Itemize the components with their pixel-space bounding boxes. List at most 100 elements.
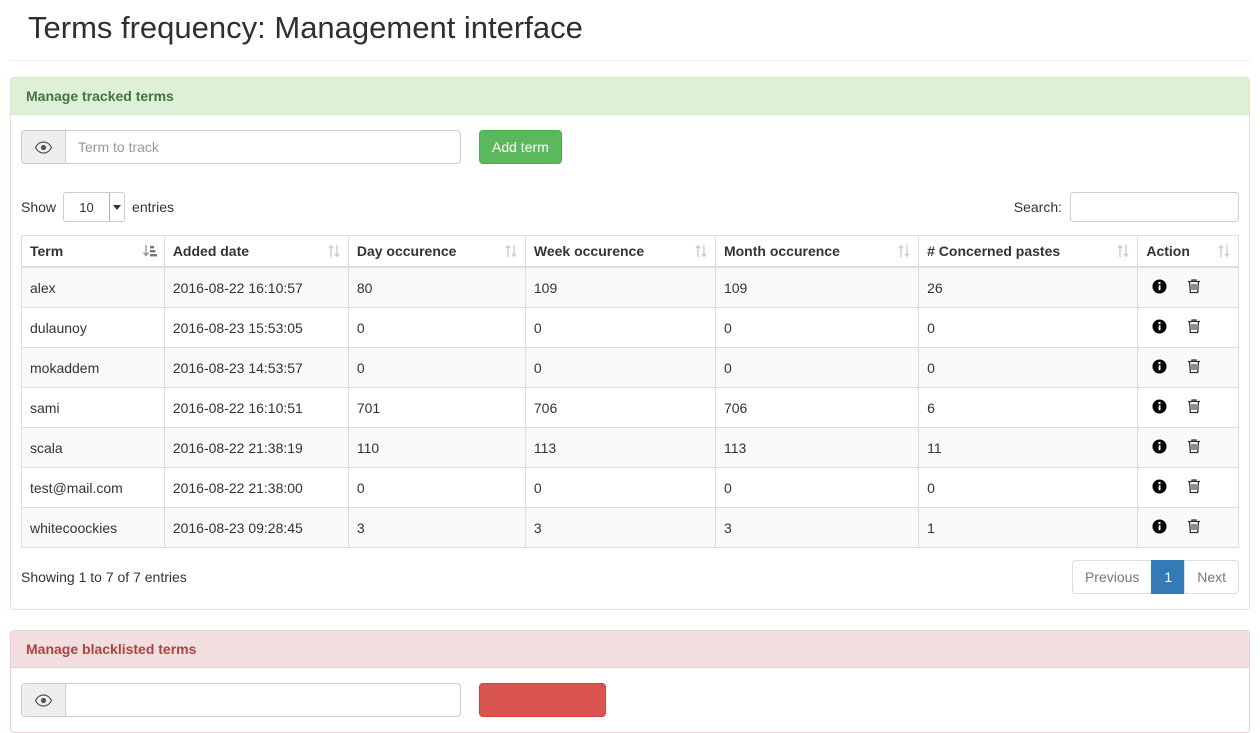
day-occurence-cell: 80 [347,266,526,308]
added-date-cell: 2016-08-22 21:38:00 [163,467,349,508]
action-cell [1137,427,1239,468]
entries-select[interactable]: 10 [63,192,126,222]
datatable-footer: Showing 1 to 7 of 7 entries Previous 1 N… [21,560,1239,594]
action-cell [1137,266,1239,308]
month-occurence-cell: 0 [714,467,920,508]
term-cell: alex [21,266,165,308]
month-occurence-cell: 0 [714,307,920,348]
search-label: Search: [1013,199,1062,215]
column-header-action[interactable]: Action [1137,235,1239,268]
added-date-cell: 2016-08-23 14:53:57 [163,347,349,388]
concerned-pastes-cell: 0 [918,307,1139,348]
concerned-pastes-cell: 0 [918,467,1139,508]
tracked-terms-panel-body: Add term Show 10 entries Search: [11,115,1249,609]
term-cell: test@mail.com [21,467,165,508]
trash-icon[interactable] [1187,518,1201,534]
trash-icon[interactable] [1187,478,1201,494]
term-cell: whitecoockies [21,507,165,548]
table-row: alex 2016-08-22 16:10:57 80 109 109 26 [21,266,1239,308]
table-row: mokaddem 2016-08-23 14:53:57 0 0 0 0 [21,347,1239,388]
trash-icon[interactable] [1187,318,1201,334]
terms-table: Term Added date Day occure [21,235,1239,548]
pagination: Previous 1 Next [1071,560,1239,594]
column-header-added-date[interactable]: Added date [163,235,349,268]
entries-select-value: 10 [79,199,94,215]
table-row: whitecoockies 2016-08-23 09:28:45 3 3 3 … [21,507,1239,548]
add-term-row: Add term [21,130,1239,164]
sort-both-icon [1116,244,1130,258]
eye-icon [21,130,65,164]
info-circle-icon[interactable] [1152,439,1167,454]
week-occurence-cell: 0 [524,307,716,348]
column-header-term[interactable]: Term [21,235,165,268]
day-occurence-cell: 0 [347,347,526,388]
column-header-day-occurence[interactable]: Day occurence [347,235,526,268]
search-control: Search: [1014,192,1239,222]
info-circle-icon[interactable] [1152,479,1167,494]
sort-both-icon [1217,244,1231,258]
column-header-week-occurence[interactable]: Week occurence [524,235,716,268]
action-cell [1137,347,1239,388]
pagination-previous[interactable]: Previous [1071,560,1153,594]
sort-both-icon [504,244,518,258]
page-title: Terms frequency: Management interface [28,10,583,45]
info-circle-icon[interactable] [1152,399,1167,414]
search-input[interactable] [1070,192,1239,222]
sort-both-icon [694,244,708,258]
month-occurence-cell: 0 [714,347,920,388]
month-occurence-cell: 3 [714,507,920,548]
concerned-pastes-cell: 11 [918,427,1139,468]
trash-icon[interactable] [1187,278,1201,294]
trash-icon[interactable] [1187,398,1201,414]
added-date-cell: 2016-08-22 16:10:57 [163,266,349,308]
info-circle-icon[interactable] [1152,319,1167,334]
blacklist-term-row [21,683,1239,717]
eye-slash-icon [21,683,65,717]
month-occurence-cell: 109 [714,266,920,308]
table-info: Showing 1 to 7 of 7 entries [21,569,187,585]
info-circle-icon[interactable] [1152,279,1167,294]
pagination-page-1[interactable]: 1 [1151,560,1186,594]
add-term-button[interactable]: Add term [479,130,562,164]
tracked-terms-panel: Manage tracked terms Add term Show 10 [10,77,1250,610]
action-cell [1137,307,1239,348]
concerned-pastes-cell: 26 [918,266,1139,308]
day-occurence-cell: 110 [347,427,526,468]
page-header: Terms frequency: Management interface [10,0,1250,61]
week-occurence-cell: 3 [524,507,716,548]
week-occurence-cell: 706 [524,387,716,428]
term-cell: sami [21,387,165,428]
term-to-track-input[interactable] [65,130,461,164]
info-circle-icon[interactable] [1152,519,1167,534]
term-input-group [21,130,461,164]
column-header-month-occurence[interactable]: Month occurence [714,235,920,268]
term-cell: mokaddem [21,347,165,388]
month-occurence-cell: 113 [714,427,920,468]
week-occurence-cell: 0 [524,467,716,508]
action-cell [1137,387,1239,428]
added-date-cell: 2016-08-22 16:10:51 [163,387,349,428]
trash-icon[interactable] [1187,438,1201,454]
sort-asc-icon [142,244,157,258]
term-to-blacklist-input[interactable] [65,683,461,717]
week-occurence-cell: 0 [524,347,716,388]
sort-both-icon [897,244,911,258]
day-occurence-cell: 0 [347,307,526,348]
trash-icon[interactable] [1187,358,1201,374]
action-cell [1137,467,1239,508]
month-occurence-cell: 706 [714,387,920,428]
added-date-cell: 2016-08-23 15:53:05 [163,307,349,348]
show-label: Show [21,199,57,215]
day-occurence-cell: 701 [347,387,526,428]
added-date-cell: 2016-08-22 21:38:19 [163,427,349,468]
blacklisted-terms-panel: Manage blacklisted terms [10,630,1250,733]
column-header-concerned-pastes[interactable]: # Concerned pastes [918,235,1139,268]
info-circle-icon[interactable] [1152,359,1167,374]
term-cell: scala [21,427,165,468]
datatable-controls: Show 10 entries Search: [21,192,1239,222]
term-cell: dulaunoy [21,307,165,348]
concerned-pastes-cell: 0 [918,347,1139,388]
blacklisted-terms-panel-heading: Manage blacklisted terms [11,631,1249,668]
pagination-next[interactable]: Next [1184,560,1239,594]
